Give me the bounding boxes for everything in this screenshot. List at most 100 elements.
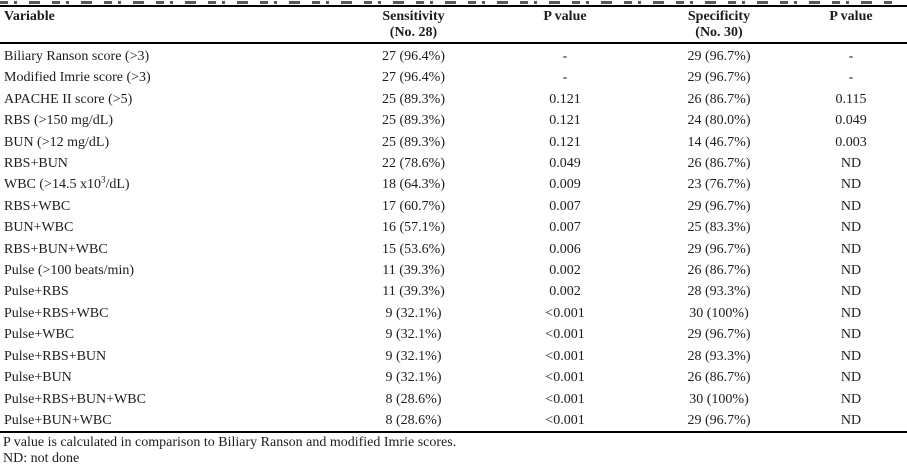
column-header-pvalue-1-label: P value (543, 9, 587, 24)
cell-sensitivity: 25 (89.3%) (382, 91, 445, 107)
cell-variable: RBS+BUN+WBC (4, 241, 108, 257)
cell-variable: RBS+WBC (4, 198, 71, 214)
cell-variable: BUN (>12 mg/dL) (4, 134, 110, 150)
cell-p1: <0.001 (545, 370, 585, 386)
table-row: APACHE II score (>5) 25 (89.3%) 0.121 26 (8… (0, 89, 907, 110)
table-row: Pulse+BUN+WBC 8 (28.6%) <0.001 29 (96.7%) ND (0, 409, 907, 434)
cell-specificity: 29 (96.7%) (643, 409, 795, 434)
cell-sensitivity: 25 (89.3%) (382, 134, 445, 150)
table-row: Pulse+BUN 9 (32.1%) <0.001 26 (86.7%) ND (0, 367, 907, 388)
cell-variable: Pulse+WBC (4, 327, 75, 343)
sensitivity-specificity-table: Variable Sensitivity (No. 28) P value Sp… (0, 5, 907, 434)
cell-sensitivity: 8 (28.6%) (385, 391, 442, 407)
table-body: Biliary Ranson score (>3) 27 (96.4%) - 29 (… (0, 43, 907, 434)
cell-specificity: 26 (86.7%) (687, 263, 751, 279)
cell-specificity: 30 (100%) (689, 391, 749, 407)
column-header-sensitivity-sub: (No. 28) (389, 25, 438, 40)
table-row: RBS+WBC 17 (60.7%) 0.007 29 (96.7%) ND (0, 196, 907, 217)
cell-sensitivity: 27 (96.4%) (382, 70, 445, 86)
cell-variable: Pulse+BUN+WBC (0, 409, 340, 434)
column-header-variable: Variable (0, 6, 340, 44)
cell-p2: ND (840, 348, 862, 364)
table-row: WBC (>14.5 x103/dL) 18 (64.3%) 0.009 23 (76… (0, 174, 907, 195)
column-header-specificity: Specificity (No. 30) (643, 6, 795, 44)
table-footnotes: P value is calculated in comparison to B… (0, 435, 907, 466)
cell-specificity: 28 (93.3%) (687, 348, 751, 364)
cell-p1: 0.121 (549, 91, 581, 107)
cell-sensitivity: 22 (78.6%) (382, 156, 445, 172)
cell-variable: Biliary Ranson score (>3) (4, 49, 150, 64)
cell-specificity: 29 (96.7%) (687, 49, 751, 64)
cell-specificity: 28 (93.3%) (687, 284, 751, 300)
cell-p1: 0.049 (549, 156, 581, 172)
column-header-pvalue-2-label: P value (829, 9, 873, 24)
cell-p1: <0.001 (545, 348, 585, 364)
cell-variable: Pulse+RBS+BUN+WBC (4, 391, 146, 407)
cell-p2: - (848, 70, 854, 86)
cropped-caption-fragments (0, 1, 893, 4)
cell-p1: 0.121 (549, 113, 581, 129)
cell-p2: 0.115 (835, 91, 867, 107)
cell-variable: APACHE II score (>5) (4, 91, 133, 107)
cell-p2: ND (840, 220, 862, 236)
table-row: Pulse+RBS 11 (39.3%) 0.002 28 (93.3%) ND (0, 281, 907, 302)
cell-p2: 0.003 (835, 134, 867, 150)
table-row: Modified Imrie score (>3) 27 (96.4%) - 29 (… (0, 67, 907, 88)
cell-specificity: 24 (80.0%) (687, 113, 751, 129)
cell-specificity: 29 (96.7%) (687, 70, 751, 86)
cell-variable: Pulse+RBS+BUN (4, 348, 107, 364)
cell-sensitivity: 9 (32.1%) (385, 348, 442, 364)
footnote-pvalue-note: P value is calculated in comparison to B… (3, 435, 457, 451)
cell-p2: ND (840, 391, 862, 407)
cell-p1: 0.007 (549, 198, 581, 214)
cell-variable: WBC (>14.5 x103/dL) (4, 174, 130, 193)
cell-sensitivity: 9 (32.1%) (385, 370, 442, 386)
cell-p1: <0.001 (487, 409, 643, 434)
table-row: BUN (>12 mg/dL) 25 (89.3%) 0.121 14 (46.7%)… (0, 132, 907, 153)
column-header-specificity-sub: (No. 30) (695, 25, 743, 40)
cell-specificity: 25 (83.3%) (687, 220, 751, 236)
table-row: Pulse+RBS+BUN+WBC 8 (28.6%) <0.001 30 (100%… (0, 389, 907, 410)
table-row: Pulse+WBC 9 (32.1%) <0.001 29 (96.7%) ND (0, 324, 907, 345)
header-row: Variable Sensitivity (No. 28) P value Sp… (0, 6, 907, 44)
cell-p1: 0.002 (549, 263, 581, 279)
cell-variable: Pulse (>100 beats/min) (4, 263, 134, 279)
cell-specificity: 29 (96.7%) (687, 198, 751, 214)
column-header-sensitivity: Sensitivity (No. 28) (340, 6, 487, 44)
column-header-variable-label: Variable (4, 9, 55, 24)
table-row: RBS (>150 mg/dL) 25 (89.3%) 0.121 24 (80.0%… (0, 110, 907, 131)
cell-variable: Modified Imrie score (>3) (4, 70, 151, 86)
cell-variable: Pulse+RBS (4, 284, 69, 300)
cell-variable: RBS+BUN (4, 156, 68, 172)
table-row: Pulse+RBS+WBC 9 (32.1%) <0.001 30 (100%) ND (0, 303, 907, 324)
column-header-sensitivity-label: Sensitivity (382, 9, 445, 24)
cell-sensitivity: 11 (39.3%) (382, 263, 445, 279)
cell-specificity: 26 (86.7%) (687, 91, 751, 107)
cell-specificity: 23 (76.7%) (687, 177, 751, 193)
cell-p1: 0.121 (549, 134, 581, 150)
table-header: Variable Sensitivity (No. 28) P value Sp… (0, 6, 907, 44)
cell-p2: ND (795, 409, 907, 434)
cell-p2: ND (840, 305, 862, 321)
table-row: Biliary Ranson score (>3) 27 (96.4%) - 29 (… (0, 43, 907, 67)
cell-p1: <0.001 (545, 327, 585, 343)
cell-sensitivity: 18 (64.3%) (382, 177, 445, 193)
cell-sensitivity: 25 (89.3%) (382, 113, 445, 129)
cell-p1: - (562, 70, 568, 86)
cell-p2: ND (840, 263, 862, 279)
cell-sensitivity: 17 (60.7%) (382, 198, 445, 214)
table-row: Pulse+RBS+BUN 9 (32.1%) <0.001 28 (93.3%) ND (0, 346, 907, 367)
footnote-nd-note: ND: not done (3, 450, 80, 466)
cell-p1: <0.001 (545, 391, 585, 407)
column-header-pvalue-2: P value (795, 6, 907, 44)
cell-p2: ND (840, 284, 862, 300)
cell-variable: Pulse+RBS+WBC (4, 305, 109, 321)
cell-variable: BUN+WBC (4, 220, 74, 236)
table-row: RBS+BUN+WBC 15 (53.6%) 0.006 29 (96.7%) ND (0, 239, 907, 260)
cell-sensitivity: 9 (32.1%) (385, 327, 442, 343)
cell-p1: - (562, 49, 568, 64)
cell-p2: ND (840, 241, 862, 257)
column-header-specificity-label: Specificity (687, 9, 751, 24)
cell-p2: ND (840, 327, 862, 343)
